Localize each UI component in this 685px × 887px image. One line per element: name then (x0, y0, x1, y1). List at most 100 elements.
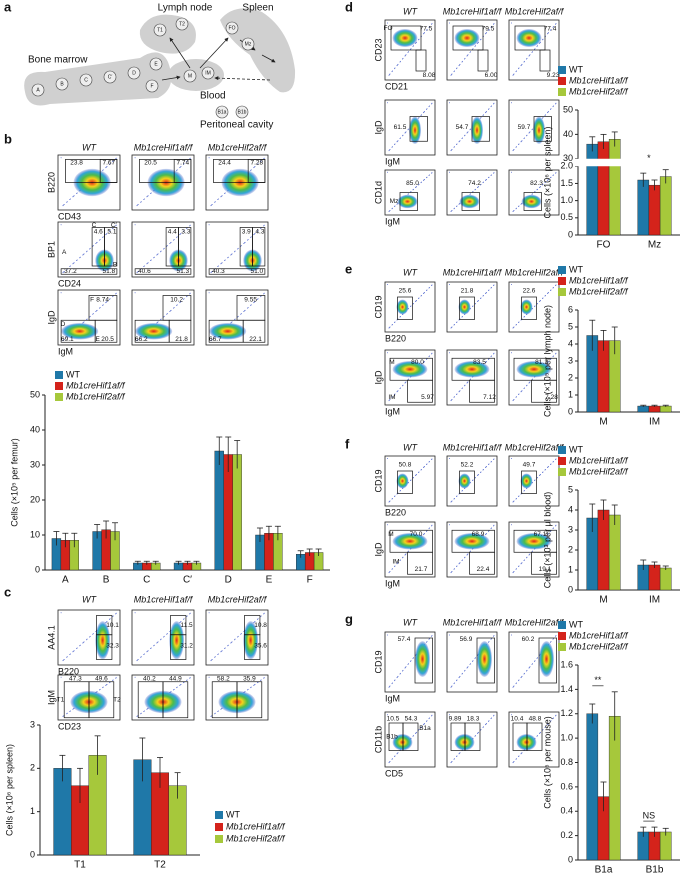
genotype-title: WT (82, 594, 97, 604)
region-label: Bone marrow (28, 55, 88, 66)
event-dot (555, 23, 556, 25)
event-dot (526, 385, 527, 387)
event-dot (547, 467, 548, 468)
event-dot (488, 720, 489, 722)
event-dot (490, 287, 492, 289)
event-dot (240, 313, 242, 315)
density-blob (516, 361, 552, 378)
legend-label: Mb1creHif1af/f (66, 380, 126, 390)
event-dot (511, 634, 512, 636)
genotype-title: Mb1creHif2af/f (208, 594, 268, 604)
density-blob (459, 194, 480, 209)
event-dot (453, 208, 455, 210)
event-dot (518, 566, 519, 568)
event-dot (449, 102, 450, 104)
event-dot (450, 572, 452, 574)
y-tick-label: 3 (568, 524, 573, 534)
event-dot (76, 193, 78, 194)
event-dot (60, 224, 62, 226)
event-dot (237, 636, 239, 638)
event-dot (493, 459, 494, 460)
legend-swatch (558, 77, 566, 85)
event-dot (173, 307, 175, 309)
event-dot (461, 673, 463, 675)
genotype-title: WT (82, 142, 97, 152)
event-dot (76, 648, 78, 649)
y-tick-label: 0.4 (560, 806, 573, 816)
node-label: M (188, 73, 192, 79)
event-dot (431, 285, 432, 286)
density-blob (520, 473, 533, 489)
event-dot (140, 656, 142, 658)
event-dot (260, 679, 262, 681)
event-dot (482, 726, 484, 728)
event-dot (547, 293, 548, 294)
node-label: E (154, 61, 158, 67)
x-axis-label: B220 (58, 666, 79, 676)
event-dot (523, 61, 525, 63)
y-tick-label: 1.5 (560, 178, 573, 188)
x-tick-label: FO (597, 240, 611, 251)
gate-percent: 85.0 (406, 180, 419, 187)
event-dot (544, 114, 546, 116)
event-dot (224, 648, 226, 649)
event-dot (511, 284, 512, 285)
event-dot (431, 23, 432, 25)
event-dot (528, 667, 530, 669)
gate-percent: 10.8 (254, 622, 267, 629)
y-tick-label: 30 (563, 153, 573, 163)
gate-name: Mz (390, 198, 399, 205)
gate-percent: 51.8 (103, 268, 116, 275)
event-dot (480, 39, 481, 41)
gate-percent: 5.97 (421, 394, 434, 401)
event-dot (394, 322, 395, 323)
density-blob (392, 29, 418, 47)
event-dot (418, 298, 419, 299)
gate (521, 470, 537, 494)
x-axis-label: CD43 (58, 211, 81, 221)
event-dot (488, 177, 489, 179)
y-axis-label: CD1d (373, 181, 383, 204)
event-dot (426, 530, 427, 532)
gate-percent: 83.5 (473, 359, 486, 366)
y-tick-label: 40 (30, 424, 40, 434)
event-dot (115, 613, 117, 615)
event-dot (189, 613, 191, 615)
event-dot (263, 293, 265, 295)
y-tick-label: 0 (35, 564, 40, 574)
event-dot (493, 715, 494, 717)
event-dot (449, 524, 450, 526)
y-tick-label: 1 (568, 389, 573, 399)
y-tick-label: 3 (30, 719, 35, 729)
event-dot (163, 248, 165, 250)
event-dot (466, 55, 468, 57)
y-tick-label: 5 (568, 484, 573, 494)
y-tick-label: 0.8 (560, 757, 573, 767)
event-dot (453, 396, 455, 398)
y-tick-label: 50 (30, 389, 40, 399)
genotype-title: Mb1creHif2af/f (505, 617, 565, 627)
event-dot (62, 205, 64, 207)
x-tick-label: B1a (595, 865, 613, 876)
event-dot (515, 324, 517, 326)
gate (178, 227, 192, 267)
event-dot (112, 616, 114, 618)
event-dot (214, 201, 216, 203)
node (175, 17, 189, 31)
event-dot (456, 496, 457, 497)
event-dot (453, 498, 455, 500)
event-dot (523, 388, 525, 389)
event-dot (466, 132, 468, 134)
event-dot (230, 254, 232, 256)
x-axis-label: CD24 (58, 278, 81, 288)
event-dot (528, 554, 530, 556)
event-dot (511, 352, 512, 354)
gate-percent: 23.8 (70, 159, 83, 166)
y-axis-label: IgD (373, 542, 383, 557)
event-dot (388, 150, 390, 152)
event-dot (531, 193, 533, 195)
event-dot (477, 301, 478, 302)
x-tick-label: B (103, 575, 110, 586)
event-dot (552, 106, 554, 108)
y-axis-label: CD19 (373, 469, 383, 492)
